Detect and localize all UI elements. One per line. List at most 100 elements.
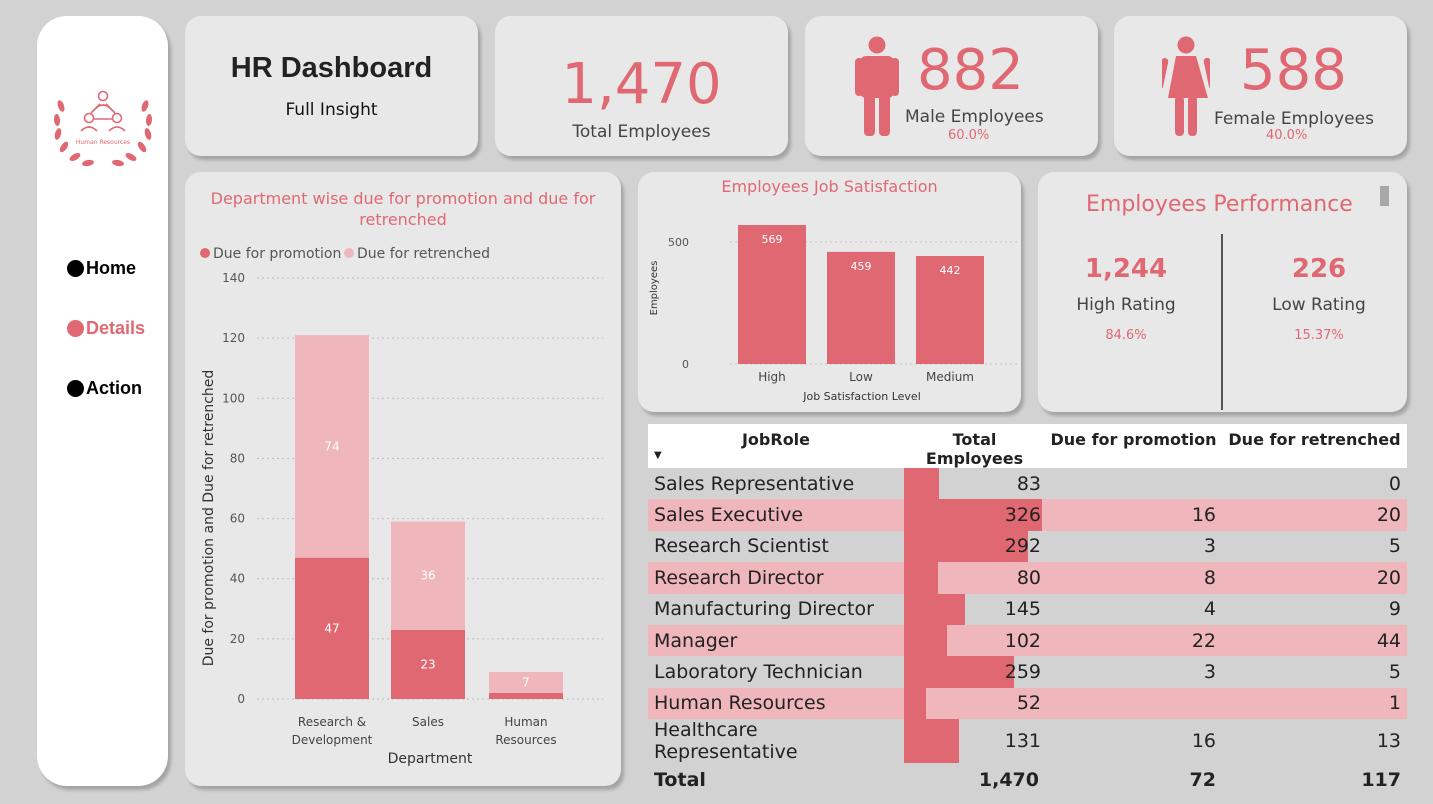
header-total-employees[interactable]: Total Employees xyxy=(904,424,1045,468)
total-employees-label: Total Employees xyxy=(572,122,711,142)
total-promotion-sum: 72 xyxy=(1045,763,1222,798)
data-bar xyxy=(904,468,940,500)
header-due-retrenched[interactable]: Due for retrenched xyxy=(1222,424,1407,468)
female-employees-pct: 40.0% xyxy=(1266,128,1308,143)
due-promotion-cell: 3 xyxy=(1045,656,1222,688)
y-tick-label: 100 xyxy=(222,391,245,405)
high-rating-label: High Rating xyxy=(1076,295,1176,315)
total-employees-cell: 102 xyxy=(904,624,1045,657)
y-tick-label: 140 xyxy=(222,271,245,285)
table-row[interactable]: Laboratory Technician 259 3 5 xyxy=(648,656,1407,688)
nav-home[interactable]: Home xyxy=(67,258,136,279)
details-dot-icon xyxy=(67,320,84,337)
total-employees-cell: 145 xyxy=(904,593,1045,625)
total-employees-card: 1,470 Total Employees xyxy=(495,16,788,156)
department-chart-title-line2: retrenched xyxy=(359,210,447,229)
due-promotion-cell xyxy=(1045,687,1222,720)
table-total-row: Total 1,470 72 117 xyxy=(648,763,1407,798)
bar-promotion[interactable] xyxy=(489,692,563,699)
table-row[interactable]: Sales Representative 83 0 xyxy=(648,468,1407,500)
page-title: HR Dashboard xyxy=(230,52,433,84)
bar-retrenched[interactable] xyxy=(391,521,465,630)
x-tick-label: Research & xyxy=(298,715,366,729)
due-retrenched-cell: 5 xyxy=(1222,530,1407,563)
data-bar xyxy=(904,499,1042,531)
table-row[interactable]: Human Resources 52 1 xyxy=(648,687,1407,720)
y-tick-label: 40 xyxy=(230,572,245,586)
page-subtitle: Full Insight xyxy=(285,100,378,120)
header-due-promotion[interactable]: Due for promotion xyxy=(1045,424,1222,468)
bar-promotion[interactable] xyxy=(295,557,369,699)
legend-retrenched-swatch xyxy=(344,248,354,258)
nav-details[interactable]: Details xyxy=(67,318,145,339)
satisfaction-bar[interactable] xyxy=(916,256,984,364)
jobrole-cell: Human Resources xyxy=(648,687,904,720)
bar-promotion[interactable] xyxy=(391,629,465,699)
total-employees-cell: 292 xyxy=(904,530,1045,563)
jobrole-cell: Sales Representative xyxy=(648,468,904,500)
female-icon xyxy=(1162,36,1210,136)
bar-data-label: 23 xyxy=(420,657,435,671)
total-retrenched-sum: 117 xyxy=(1222,763,1407,798)
table-row[interactable]: Healthcare Representative 131 16 13 xyxy=(648,719,1407,764)
bar-data-label: 7 xyxy=(522,675,530,689)
table-row[interactable]: Research Scientist 292 3 5 xyxy=(648,530,1407,563)
total-employees-value: 80 xyxy=(1016,566,1041,589)
bar-data-label: 442 xyxy=(940,264,961,277)
due-retrenched-cell: 20 xyxy=(1222,499,1407,531)
total-employees-value: 83 xyxy=(1016,472,1041,495)
legend-promotion-label: Due for promotion xyxy=(213,246,341,262)
bar-data-label: 459 xyxy=(851,260,872,273)
total-employees-cell: 326 xyxy=(904,499,1045,531)
jobrole-table: JobRole ▼ Total Employees Due for promot… xyxy=(648,424,1407,798)
total-employees-value: 259 xyxy=(1004,661,1041,684)
y-tick-label: 20 xyxy=(230,632,245,646)
header-jobrole[interactable]: JobRole ▼ xyxy=(648,424,904,468)
x-tick-label: Resources xyxy=(495,733,556,747)
low-rating-label: Low Rating xyxy=(1272,295,1366,315)
nav-action[interactable]: Action xyxy=(67,378,142,399)
due-promotion-cell: 16 xyxy=(1045,719,1222,764)
data-bar xyxy=(904,593,966,625)
jobrole-cell: Research Scientist xyxy=(648,530,904,563)
x-tick-label: Medium xyxy=(926,370,974,384)
data-bar xyxy=(904,624,948,657)
y-tick-label: 120 xyxy=(222,331,245,345)
satisfaction-bar[interactable] xyxy=(738,225,806,364)
jobrole-cell: Research Director xyxy=(648,562,904,594)
due-retrenched-cell: 44 xyxy=(1222,624,1407,657)
bar-data-label: 47 xyxy=(324,621,339,635)
total-employees-sum: 1,470 xyxy=(904,763,1045,798)
due-retrenched-cell: 20 xyxy=(1222,562,1407,594)
table-row[interactable]: Manager 102 22 44 xyxy=(648,624,1407,657)
high-rating-pct: 84.6% xyxy=(1105,328,1147,343)
x-tick-label: Development xyxy=(292,733,373,747)
jobrole-cell: Manager xyxy=(648,624,904,657)
total-employees-value: 1,470 xyxy=(561,52,722,117)
female-employees-label: Female Employees xyxy=(1214,109,1374,129)
performance-divider xyxy=(1221,234,1223,410)
x-tick-label: High xyxy=(758,370,786,384)
male-employees-card: 882 Male Employees 60.0% xyxy=(805,16,1098,156)
table-row[interactable]: Research Director 80 8 20 xyxy=(648,562,1407,594)
table-row[interactable]: Sales Executive 326 16 20 xyxy=(648,499,1407,531)
sidebar: Human Resources Home Details Action xyxy=(37,16,168,786)
table-row[interactable]: Manufacturing Director 145 4 9 xyxy=(648,593,1407,625)
bar-retrenched[interactable] xyxy=(489,671,563,693)
legend-retrenched-label: Due for retrenched xyxy=(357,246,490,262)
performance-scrollbar[interactable] xyxy=(1380,186,1389,206)
bar-retrenched[interactable] xyxy=(295,335,369,558)
due-promotion-cell: 16 xyxy=(1045,499,1222,531)
total-employees-cell: 259 xyxy=(904,656,1045,688)
data-bar xyxy=(904,530,1028,563)
sort-desc-icon[interactable]: ▼ xyxy=(654,450,662,461)
low-rating-pct: 15.37% xyxy=(1294,328,1344,343)
satisfaction-chart-title: Employees Job Satisfaction xyxy=(721,177,938,196)
due-retrenched-cell: 1 xyxy=(1222,687,1407,720)
low-rating-value: 226 xyxy=(1291,254,1347,284)
bar-data-label: 74 xyxy=(324,439,339,453)
male-employees-pct: 60.0% xyxy=(948,128,990,143)
satisfaction-bar[interactable] xyxy=(827,251,895,364)
y-tick-label: 80 xyxy=(230,451,245,465)
due-retrenched-cell: 13 xyxy=(1222,719,1407,764)
